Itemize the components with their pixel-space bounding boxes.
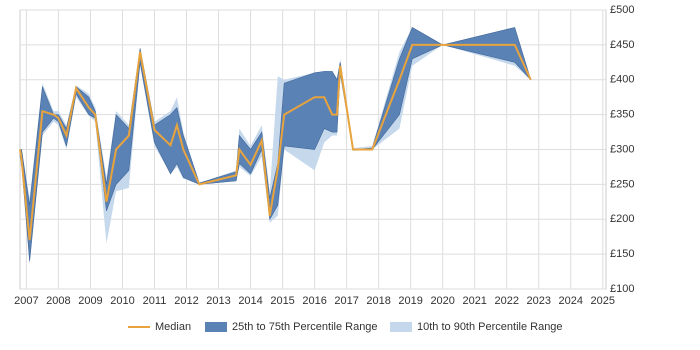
x-tick-label: 2008 xyxy=(46,295,70,307)
legend-label: 25th to 75th Percentile Range xyxy=(232,321,378,333)
x-tick-label: 2014 xyxy=(238,295,262,307)
median-line xyxy=(19,43,532,241)
y-tick-label: £200 xyxy=(610,213,634,225)
y-tick-label: £100 xyxy=(610,283,634,295)
x-tick-label: 2019 xyxy=(398,295,422,307)
y-tick-label: £500 xyxy=(610,4,634,16)
y-tick-label: £450 xyxy=(610,39,634,51)
y-tick-label: £400 xyxy=(610,74,634,86)
y-tick-label: £300 xyxy=(610,143,634,155)
y-tick-label: £250 xyxy=(610,178,634,190)
legend-swatch xyxy=(390,322,412,332)
x-tick-label: 2023 xyxy=(527,295,551,307)
x-tick-label: 2007 xyxy=(14,295,38,307)
legend-swatch xyxy=(205,322,227,332)
x-tick-label: 2016 xyxy=(302,295,326,307)
x-tick-label: 2013 xyxy=(206,295,230,307)
x-tick-label: 2025 xyxy=(591,295,615,307)
x-tick-label: 2022 xyxy=(494,295,518,307)
legend-label: 10th to 90th Percentile Range xyxy=(417,321,563,333)
x-tick-label: 2015 xyxy=(270,295,294,307)
y-tick-label: £150 xyxy=(610,248,634,260)
x-tick-label: 2010 xyxy=(110,295,134,307)
x-tick-label: 2021 xyxy=(462,295,486,307)
x-tick-label: 2011 xyxy=(143,295,167,307)
x-tick-label: 2009 xyxy=(78,295,102,307)
x-tick-label: 2018 xyxy=(366,295,390,307)
x-tick-label: 2020 xyxy=(430,295,454,307)
x-tick-label: 2012 xyxy=(174,295,198,307)
legend-label: Median xyxy=(155,321,191,333)
x-tick-label: 2024 xyxy=(559,295,583,307)
y-tick-label: £350 xyxy=(610,109,634,121)
x-tick-label: 2017 xyxy=(334,295,358,307)
